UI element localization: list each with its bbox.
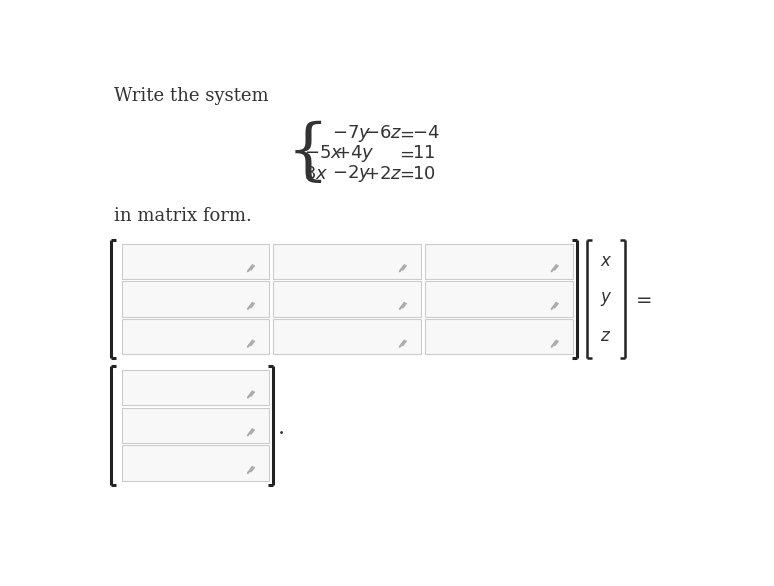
Text: $-6z$: $-6z$	[364, 124, 402, 142]
Text: $10$: $10$	[413, 165, 436, 182]
Text: $=$: $=$	[632, 290, 652, 308]
Text: in matrix form.: in matrix form.	[114, 207, 252, 226]
Text: $-5x$: $-5x$	[303, 145, 343, 162]
Text: $3x$: $3x$	[303, 165, 328, 182]
FancyBboxPatch shape	[122, 408, 269, 443]
Text: $+4y$: $+4y$	[334, 143, 374, 164]
FancyBboxPatch shape	[426, 281, 573, 316]
Text: $11$: $11$	[413, 145, 436, 162]
FancyBboxPatch shape	[426, 319, 573, 355]
Text: $=$: $=$	[396, 145, 415, 162]
FancyBboxPatch shape	[273, 281, 421, 316]
Text: Write the system: Write the system	[114, 87, 269, 105]
FancyBboxPatch shape	[122, 281, 269, 316]
Text: {: {	[286, 121, 329, 186]
Text: $+2z$: $+2z$	[364, 165, 402, 182]
Text: $=$: $=$	[396, 165, 415, 182]
FancyBboxPatch shape	[426, 244, 573, 279]
FancyBboxPatch shape	[122, 370, 269, 406]
FancyBboxPatch shape	[122, 319, 269, 355]
Text: $y$: $y$	[600, 290, 612, 308]
Text: $-4$: $-4$	[413, 124, 440, 142]
FancyBboxPatch shape	[122, 244, 269, 279]
FancyBboxPatch shape	[273, 319, 421, 355]
Text: .: .	[278, 417, 286, 440]
Text: $x$: $x$	[600, 253, 612, 270]
FancyBboxPatch shape	[273, 244, 421, 279]
Text: $=$: $=$	[396, 124, 415, 142]
Text: $-2y$: $-2y$	[331, 163, 371, 184]
Text: $-7y$: $-7y$	[331, 123, 371, 144]
Text: $z$: $z$	[601, 328, 611, 345]
FancyBboxPatch shape	[122, 445, 269, 481]
